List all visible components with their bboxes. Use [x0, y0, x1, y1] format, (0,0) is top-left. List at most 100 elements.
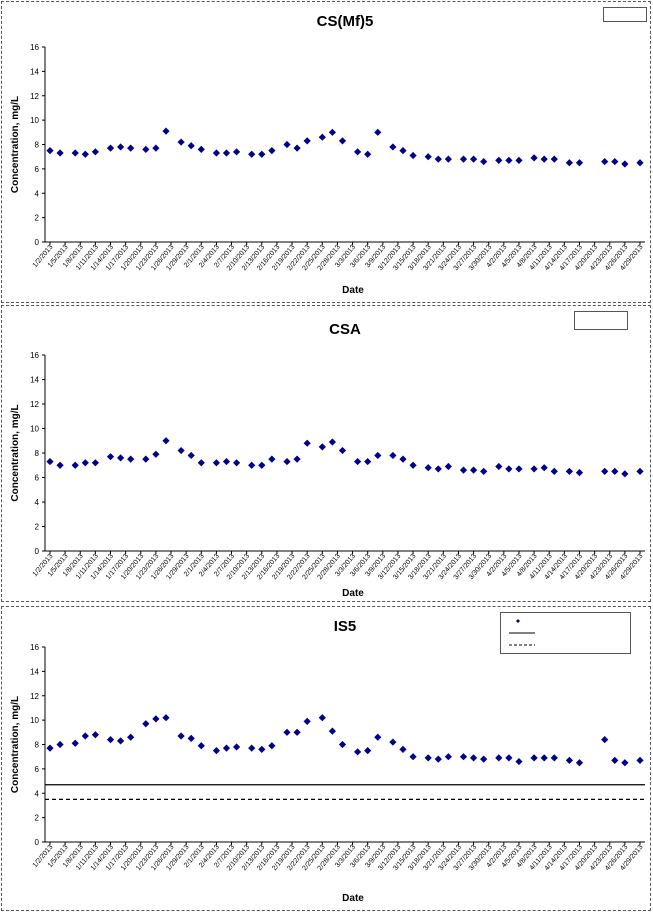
data-point	[142, 145, 150, 153]
data-point	[530, 465, 538, 473]
data-point	[611, 467, 619, 475]
y-tick-label: 8	[35, 741, 40, 750]
data-point	[575, 759, 584, 767]
data-point	[56, 461, 64, 469]
data-point	[374, 128, 382, 136]
data-point	[187, 734, 195, 743]
data-point	[303, 439, 311, 447]
y-tick-label: 12	[30, 692, 39, 701]
data-point	[611, 756, 619, 764]
data-point	[399, 455, 407, 463]
data-point	[318, 714, 326, 722]
data-point	[152, 715, 160, 723]
legend-marker-swatch	[516, 619, 520, 623]
data-point	[268, 455, 276, 463]
data-point	[152, 450, 160, 458]
data-point	[283, 140, 291, 149]
data-point	[505, 156, 513, 164]
chart-legend	[574, 311, 628, 330]
data-point	[177, 732, 185, 740]
data-point	[328, 727, 336, 735]
data-point	[56, 149, 64, 157]
data-point	[354, 457, 362, 466]
data-point	[621, 160, 629, 168]
data-point	[505, 465, 513, 473]
data-point	[318, 133, 326, 141]
data-point	[162, 437, 170, 445]
data-point	[91, 459, 99, 467]
chart-legend	[500, 612, 631, 654]
data-point	[550, 467, 558, 475]
data-point	[424, 754, 432, 762]
data-point	[293, 728, 301, 736]
data-point	[374, 733, 382, 741]
data-point	[621, 759, 629, 767]
data-point	[127, 733, 135, 741]
y-tick-label: 6	[35, 474, 40, 483]
chart-title: IS5	[334, 618, 357, 635]
data-point	[565, 756, 574, 764]
data-point	[106, 453, 115, 461]
data-point	[293, 144, 301, 152]
y-tick-label: 10	[30, 716, 39, 725]
data-point	[469, 754, 478, 762]
data-point	[187, 451, 195, 460]
data-point	[56, 740, 64, 749]
data-point	[364, 746, 372, 755]
data-point	[232, 743, 241, 751]
data-point	[364, 150, 372, 158]
data-point	[495, 754, 503, 762]
y-tick-label: 16	[30, 43, 39, 52]
chart-svg-cs-mf5: CS(Mf)502468101214161/2/20131/5/20131/8/…	[10, 13, 645, 296]
data-point	[248, 461, 256, 469]
data-point	[197, 145, 205, 153]
data-point	[550, 754, 558, 762]
data-point	[248, 744, 256, 752]
data-point	[303, 137, 311, 145]
data-point	[480, 157, 488, 166]
data-point	[142, 455, 150, 463]
data-point	[575, 469, 584, 477]
data-point	[222, 149, 231, 157]
legend-swatches	[509, 619, 535, 646]
data-point	[399, 745, 407, 753]
data-point	[268, 146, 276, 155]
data-point	[434, 755, 442, 763]
data-point	[611, 157, 619, 166]
data-point	[268, 742, 276, 750]
data-point	[328, 128, 336, 136]
data-point	[212, 746, 221, 755]
y-axis-label: Concentration, mg/L	[10, 696, 21, 793]
data-point	[338, 137, 347, 145]
y-tick-label: 14	[30, 376, 39, 385]
data-point	[636, 756, 644, 764]
data-point	[91, 731, 99, 739]
data-point	[424, 464, 432, 472]
data-point	[222, 457, 231, 466]
data-point	[636, 159, 644, 167]
data-point	[46, 744, 54, 752]
y-tick-label: 8	[35, 449, 40, 458]
data-point	[187, 142, 195, 150]
data-point	[258, 150, 266, 158]
data-point	[283, 457, 291, 466]
data-point	[480, 755, 488, 763]
data-point	[636, 467, 644, 475]
data-point	[222, 744, 231, 752]
data-point	[116, 143, 125, 151]
chart-panel-csa: CSA 0 2 4 6 8 10 12 14 16 1/2/2013 1/5/2013 1/8/2013…	[1, 305, 651, 602]
data-point	[354, 148, 362, 156]
data-point	[162, 714, 170, 722]
data-point	[459, 753, 468, 761]
data-point	[459, 155, 468, 163]
data-point	[232, 459, 241, 467]
data-point	[106, 736, 115, 744]
data-point	[177, 446, 185, 455]
chart-panel-cs-mf5: CS(Mf)5 0 2 4 6 8 10 12 14 16 1/2/2013 1/5/2013 1/8/…	[1, 1, 651, 303]
data-point	[530, 154, 538, 162]
data-point	[495, 462, 503, 471]
data-point	[530, 754, 538, 762]
chart-panel-is5: IS5 0 2 4 6 8 10 12 14 16 1/2/2013 1/5/2013 1/8/2013…	[1, 606, 651, 911]
data-point	[515, 757, 523, 766]
data-point	[258, 461, 266, 469]
